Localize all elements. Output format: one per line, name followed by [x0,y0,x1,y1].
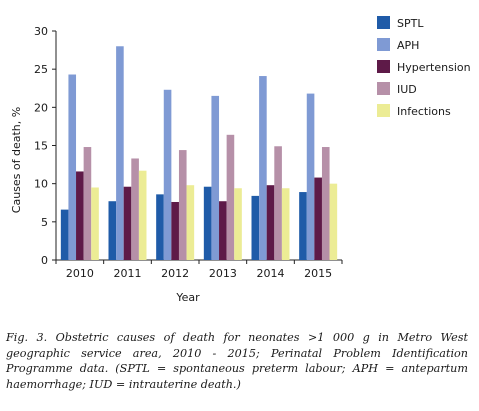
legend-label-infections: Infections [397,105,451,118]
bar-aph-2011 [116,46,124,261]
bar-iud-2015 [321,147,330,260]
y-tick-label: 15 [34,140,48,153]
chart-area: 0 5 10 15 20 25 30 2010 2011 2012 2013 2014 2015 SP… [10,16,471,304]
bar-iud-2011 [131,158,139,260]
x-tick-label: 2015 [304,267,332,280]
y-axis-label: Causes of death, % [10,107,23,213]
bar-hypertension-2015 [314,177,322,260]
legend-label-aph: APH [397,39,419,52]
x-tick-label: 2011 [114,267,142,280]
bar-sptl-2015 [299,192,307,260]
y-tick-label: 0 [41,254,48,267]
bar-hypertension-2011 [123,186,132,260]
bar-sptl-2012 [156,194,164,260]
x-tick-label: 2010 [66,267,94,280]
bar-hypertension-2010 [76,171,84,260]
bar-infections-2011 [138,170,147,260]
y-tick-label: 30 [34,25,48,38]
bar-infections-2013 [234,188,242,260]
bar-iud-2014 [274,146,282,260]
y-tick-label: 20 [34,101,48,114]
x-axis: 2010 2011 2012 2013 2014 2015 [55,259,343,280]
bar-sptl-2010 [60,209,69,260]
y-tick-label: 5 [41,216,48,229]
bar-hypertension-2014 [266,185,275,260]
bar-hypertension-2013 [219,201,227,260]
y-tick-label: 10 [34,178,48,191]
legend-swatch-hypertension [377,60,390,73]
bars [60,46,338,261]
legend-swatch-aph [377,38,390,51]
legend-swatch-sptl [377,16,390,29]
legend: SPTL APH Hypertension IUD Infections [377,16,471,118]
bar-iud-2013 [226,134,235,260]
x-tick-label: 2014 [257,267,285,280]
legend-label-hypertension: Hypertension [397,61,471,74]
figure-caption: Fig. 3. Obstetric causes of death for ne… [6,331,468,391]
bar-infections-2014 [281,188,290,260]
bar-infections-2012 [186,185,195,260]
bar-sptl-2013 [203,186,212,260]
bar-aph-2014 [259,76,267,260]
bar-infections-2010 [91,187,99,260]
bar-aph-2010 [68,74,77,260]
bar-iud-2012 [178,150,187,260]
bar-sptl-2014 [251,195,260,260]
legend-swatch-infections [377,104,390,117]
bar-aph-2013 [211,95,220,260]
legend-swatch-iud [377,82,390,95]
y-tick-label: 25 [34,63,48,76]
bar-aph-2015 [306,93,315,261]
x-tick-label: 2012 [161,267,189,280]
bar-infections-2015 [329,183,338,260]
y-axis: 0 5 10 15 20 25 30 [34,25,57,267]
bar-iud-2010 [83,147,92,260]
bar-sptl-2011 [108,201,117,260]
x-axis-label: Year [175,291,200,304]
legend-label-sptl: SPTL [397,17,424,30]
legend-label-iud: IUD [397,83,417,96]
x-tick-label: 2013 [209,267,237,280]
bar-aph-2012 [163,89,172,260]
bar-hypertension-2012 [171,201,179,260]
bar-chart: 0 5 10 15 20 25 30 2010 2011 2012 2013 2014 2015 SP… [10,16,471,304]
